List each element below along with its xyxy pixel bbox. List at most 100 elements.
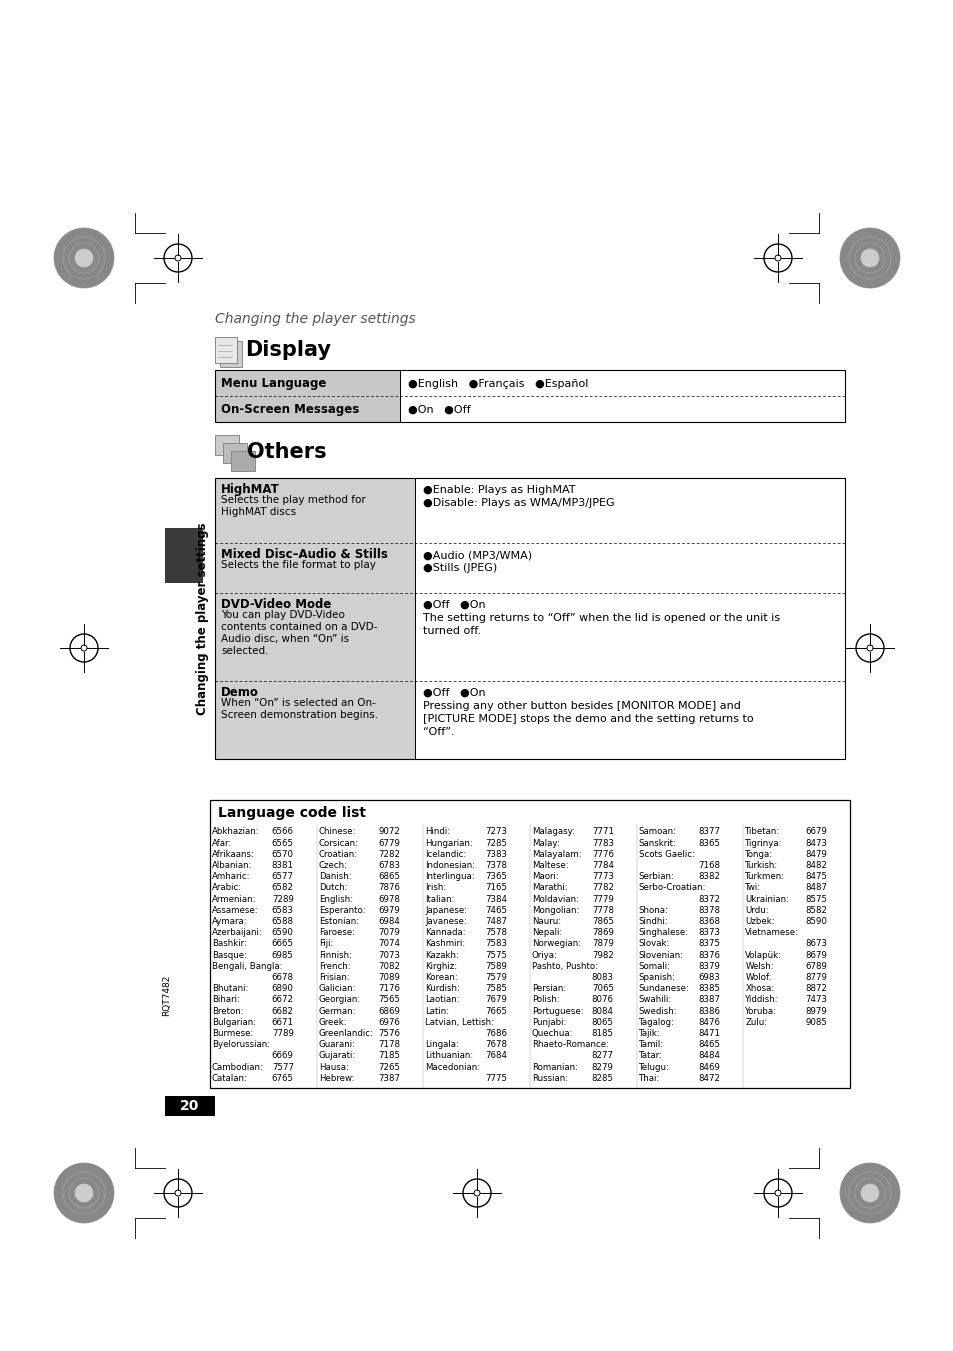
Text: 6765: 6765 bbox=[272, 1074, 294, 1084]
Text: Moldavian:: Moldavian: bbox=[532, 894, 578, 904]
Text: Xhosa:: Xhosa: bbox=[744, 985, 774, 993]
Text: 6979: 6979 bbox=[378, 907, 400, 915]
Text: 7578: 7578 bbox=[485, 928, 507, 938]
Text: 8375: 8375 bbox=[698, 939, 720, 948]
Text: 7589: 7589 bbox=[485, 962, 507, 971]
Text: Javanese:: Javanese: bbox=[425, 917, 467, 925]
Text: 7282: 7282 bbox=[378, 850, 400, 859]
Text: Hindi:: Hindi: bbox=[425, 828, 450, 836]
Bar bbox=[214, 435, 239, 455]
Text: 8582: 8582 bbox=[804, 907, 826, 915]
Text: Malagasy:: Malagasy: bbox=[532, 828, 575, 836]
Text: Changing the player settings: Changing the player settings bbox=[214, 312, 416, 326]
Text: 8378: 8378 bbox=[698, 907, 720, 915]
Text: Russian:: Russian: bbox=[532, 1074, 568, 1084]
Text: Faroese:: Faroese: bbox=[318, 928, 355, 938]
Text: Japanese:: Japanese: bbox=[425, 907, 467, 915]
Text: Tamil:: Tamil: bbox=[638, 1040, 663, 1050]
Text: Estonian:: Estonian: bbox=[318, 917, 358, 925]
Text: 6565: 6565 bbox=[272, 839, 294, 847]
Text: 6869: 6869 bbox=[378, 1006, 400, 1016]
Text: 7583: 7583 bbox=[485, 939, 507, 948]
Circle shape bbox=[54, 1163, 113, 1223]
Text: 7073: 7073 bbox=[378, 951, 400, 959]
Text: 6588: 6588 bbox=[272, 917, 294, 925]
Text: Polish:: Polish: bbox=[532, 996, 559, 1005]
Text: ●On   ●Off: ●On ●Off bbox=[408, 405, 470, 415]
Text: 6678: 6678 bbox=[272, 973, 294, 982]
Text: 8872: 8872 bbox=[804, 985, 826, 993]
Text: ●Audio (MP3/WMA): ●Audio (MP3/WMA) bbox=[422, 550, 532, 561]
Text: 8387: 8387 bbox=[698, 996, 720, 1005]
Text: Bihari:: Bihari: bbox=[212, 996, 239, 1005]
Circle shape bbox=[54, 228, 113, 288]
Text: Marathi:: Marathi: bbox=[532, 884, 567, 893]
Text: Lingala:: Lingala: bbox=[425, 1040, 458, 1050]
Text: 7684: 7684 bbox=[485, 1051, 507, 1061]
Text: Kurdish:: Kurdish: bbox=[425, 985, 459, 993]
Text: Hungarian:: Hungarian: bbox=[425, 839, 473, 847]
Text: Latvian, Lettish:: Latvian, Lettish: bbox=[425, 1017, 494, 1027]
Text: 8472: 8472 bbox=[698, 1074, 720, 1084]
Text: 8386: 8386 bbox=[698, 1006, 720, 1016]
Circle shape bbox=[861, 249, 878, 267]
Text: 7265: 7265 bbox=[378, 1063, 400, 1071]
Text: Yoruba:: Yoruba: bbox=[744, 1006, 777, 1016]
Text: Malayalam:: Malayalam: bbox=[532, 850, 581, 859]
Text: 7869: 7869 bbox=[591, 928, 613, 938]
Text: Cambodian:: Cambodian: bbox=[212, 1063, 264, 1071]
Text: Guarani:: Guarani: bbox=[318, 1040, 355, 1050]
Text: Korean:: Korean: bbox=[425, 973, 457, 982]
Text: Uzbek:: Uzbek: bbox=[744, 917, 774, 925]
Text: Nepali:: Nepali: bbox=[532, 928, 561, 938]
Text: Display: Display bbox=[245, 340, 331, 359]
Text: Gujarati:: Gujarati: bbox=[318, 1051, 355, 1061]
Text: Samoan:: Samoan: bbox=[638, 828, 676, 836]
Text: Afar:: Afar: bbox=[212, 839, 232, 847]
Text: 7783: 7783 bbox=[591, 839, 613, 847]
Text: 7089: 7089 bbox=[378, 973, 400, 982]
Text: 6779: 6779 bbox=[378, 839, 400, 847]
Text: Kirghiz:: Kirghiz: bbox=[425, 962, 457, 971]
Text: Danish:: Danish: bbox=[318, 873, 351, 881]
Text: Demo: Demo bbox=[221, 686, 258, 700]
Text: 8465: 8465 bbox=[698, 1040, 720, 1050]
Text: Singhalese:: Singhalese: bbox=[638, 928, 688, 938]
Text: 7565: 7565 bbox=[378, 996, 400, 1005]
Text: HighMAT: HighMAT bbox=[221, 484, 279, 497]
Text: 7784: 7784 bbox=[591, 861, 613, 870]
Text: Sanskrit:: Sanskrit: bbox=[638, 839, 676, 847]
Text: Interlingua:: Interlingua: bbox=[425, 873, 475, 881]
Bar bbox=[214, 593, 415, 681]
Text: 7585: 7585 bbox=[485, 985, 507, 993]
Text: Icelandic:: Icelandic: bbox=[425, 850, 466, 859]
Text: 7473: 7473 bbox=[804, 996, 826, 1005]
Text: Bashkir:: Bashkir: bbox=[212, 939, 247, 948]
Text: 7383: 7383 bbox=[485, 850, 507, 859]
Circle shape bbox=[840, 228, 899, 288]
Text: Burmese:: Burmese: bbox=[212, 1029, 253, 1038]
Text: 8285: 8285 bbox=[591, 1074, 613, 1084]
Text: Norwegian:: Norwegian: bbox=[532, 939, 580, 948]
Text: 6566: 6566 bbox=[272, 828, 294, 836]
Bar bbox=[214, 681, 415, 759]
Text: 7773: 7773 bbox=[591, 873, 613, 881]
Bar bbox=[214, 336, 236, 363]
Circle shape bbox=[75, 249, 92, 267]
Text: 9085: 9085 bbox=[804, 1017, 826, 1027]
Text: 6679: 6679 bbox=[804, 828, 826, 836]
Text: 8471: 8471 bbox=[698, 1029, 720, 1038]
Text: 8476: 8476 bbox=[698, 1017, 720, 1027]
Text: 8368: 8368 bbox=[698, 917, 720, 925]
Text: 8473: 8473 bbox=[804, 839, 826, 847]
Text: 9072: 9072 bbox=[378, 828, 400, 836]
Text: You can play DVD-Video: You can play DVD-Video bbox=[221, 611, 345, 620]
Text: 6984: 6984 bbox=[378, 917, 400, 925]
Text: 8379: 8379 bbox=[698, 962, 720, 971]
Text: 7579: 7579 bbox=[485, 973, 507, 982]
Text: 6865: 6865 bbox=[378, 873, 400, 881]
Text: 7776: 7776 bbox=[591, 850, 613, 859]
Text: 7378: 7378 bbox=[485, 861, 507, 870]
Text: 7289: 7289 bbox=[272, 894, 294, 904]
Text: Fiji:: Fiji: bbox=[318, 939, 333, 948]
